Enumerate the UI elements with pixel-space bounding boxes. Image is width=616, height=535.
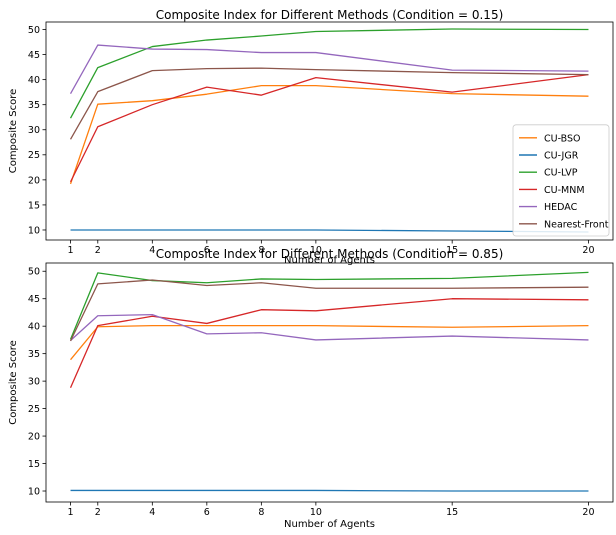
plot-area-frame (45, 21, 614, 241)
series-line-nearest-front (69, 279, 589, 342)
x-axis-label: Number of Agents (284, 255, 375, 266)
x-tick-label: 4 (149, 245, 155, 256)
series-line-cu-jgr (70, 489, 589, 492)
y-tick-label: 20 (28, 175, 40, 186)
x-tick-label: 15 (446, 245, 458, 256)
x-tick-label: 10 (310, 507, 322, 518)
y-tick-label: 45 (28, 294, 40, 305)
y-tick-label: 15 (28, 459, 40, 470)
y-tick-label: 25 (28, 404, 40, 415)
legend-box (512, 124, 610, 237)
y-tick-label: 35 (28, 349, 40, 360)
series-line-nearest-front (69, 67, 589, 140)
y-tick-label: 40 (28, 75, 40, 86)
series-line-cu-bso (69, 85, 589, 185)
legend: CU-BSO CU-JGR CU-LVP CU-MNM HEDAC Nearest-Fro… (512, 124, 610, 237)
y-tick-label: 35 (28, 100, 40, 111)
chart-panel-1: Composite Index for Different Methods (C… (8, 8, 614, 266)
series-line-hedac (69, 44, 589, 94)
legend-entry-label: CU-JGR (544, 151, 579, 162)
legend-entry-label: HEDAC (544, 202, 578, 213)
x-tick-label: 1 (68, 507, 74, 518)
x-tick-label: 20 (582, 245, 594, 256)
y-axis-label: Composite Score (8, 340, 19, 425)
y-tick-label: 25 (28, 150, 40, 161)
series-line-cu-jgr (70, 229, 589, 233)
x-tick-label: 8 (258, 507, 264, 518)
y-tick-label: 30 (28, 377, 40, 388)
x-tick-label: 2 (95, 507, 101, 518)
series-line-cu-mnm (69, 73, 589, 183)
series-line-cu-lvp (69, 271, 589, 340)
x-tick-label: 15 (446, 507, 458, 518)
y-tick-label: 30 (28, 125, 40, 136)
plot-area-frame (45, 262, 614, 503)
x-axis-label: Number of Agents (284, 519, 375, 530)
y-tick-label: 10 (28, 486, 40, 497)
series-line-cu-lvp (69, 28, 589, 119)
y-tick-label: 50 (28, 25, 40, 36)
legend-entry-label: CU-MNM (544, 185, 585, 196)
series-line-cu-mnm (69, 298, 589, 388)
x-tick-label: 10 (310, 245, 322, 256)
legend-entry-label: Nearest-Front (544, 219, 609, 230)
x-tick-label: 6 (204, 245, 210, 256)
x-tick-label: 6 (204, 507, 210, 518)
legend-entry-label: CU-BSO (544, 133, 581, 144)
x-tick-label: 1 (68, 245, 74, 256)
y-tick-label: 20 (28, 431, 40, 442)
series-line-cu-bso (70, 324, 589, 361)
y-tick-label: 10 (28, 225, 40, 236)
chart-title: Composite Index for Different Methods (C… (156, 247, 504, 261)
y-tick-label: 45 (28, 50, 40, 61)
chart-panel-2: Composite Index for Different Methods (C… (8, 247, 614, 530)
x-tick-label: 2 (95, 245, 101, 256)
y-tick-label: 15 (28, 200, 40, 211)
x-tick-label: 8 (258, 245, 264, 256)
y-tick-label: 40 (28, 322, 40, 333)
y-tick-label: 50 (28, 267, 40, 278)
x-tick-label: 20 (582, 507, 594, 518)
x-tick-label: 4 (149, 507, 155, 518)
series-line-hedac (70, 313, 589, 341)
legend-entry-label: CU-LVP (544, 168, 578, 179)
chart-title: Composite Index for Different Methods (C… (156, 8, 504, 22)
y-axis-label: Composite Score (8, 89, 19, 174)
